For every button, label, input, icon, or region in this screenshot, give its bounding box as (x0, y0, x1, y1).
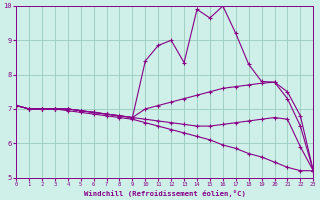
X-axis label: Windchill (Refroidissement éolien,°C): Windchill (Refroidissement éolien,°C) (84, 190, 246, 197)
